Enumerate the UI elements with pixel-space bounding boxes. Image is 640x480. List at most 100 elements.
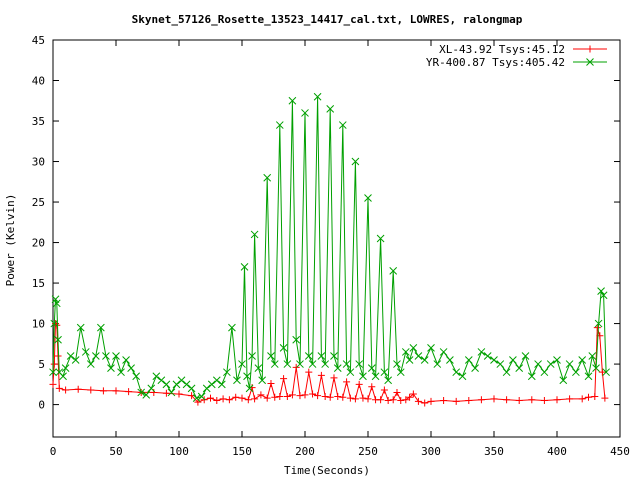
series-1-point-83 (401, 348, 410, 356)
series-0-point-40 (309, 390, 317, 398)
y-tick-label-3: 15 (32, 277, 45, 290)
series-0-point-15 (175, 390, 183, 398)
series-0-point-72 (490, 395, 498, 403)
series-1-point-54 (279, 344, 288, 352)
series-0-point-1 (50, 360, 58, 368)
y-axis-label: Power (Kelvin) (4, 194, 17, 287)
series-1-point-94 (464, 356, 473, 364)
series-0-point-7 (74, 385, 82, 393)
series-0-point-29 (263, 394, 271, 402)
series-1-point-64 (321, 360, 330, 368)
series-1-point-56 (288, 96, 297, 105)
chart-title: Skynet_57126_Rosette_13523_14417_cal.txt… (132, 13, 523, 26)
series-1-point-6 (59, 372, 67, 381)
series-1-point-87 (420, 356, 429, 364)
series-1-point-75 (367, 364, 376, 372)
x-tick-label-7: 350 (484, 445, 504, 458)
plot-frame (52, 39, 621, 438)
series-1-point-47 (250, 230, 259, 239)
series-1-point-12 (86, 360, 95, 368)
x-tick-label-6: 300 (421, 445, 441, 458)
y-tick-label-2: 10 (32, 318, 45, 331)
series-0-point-8 (87, 386, 95, 394)
series-1-point-65 (326, 105, 335, 113)
series-1-point-98 (490, 356, 498, 364)
series-0-point-42 (317, 371, 325, 379)
series-0-point-47 (339, 393, 347, 401)
series-1-point-113 (584, 372, 593, 381)
series-1-point-57 (292, 335, 301, 344)
series-0-point-54 (368, 383, 376, 391)
series-1-point-69 (342, 360, 351, 368)
series-0-point-44 (326, 393, 334, 401)
series-1-point-99 (496, 360, 505, 368)
series-0-point-69 (452, 397, 460, 405)
series-0-point-9 (99, 387, 107, 395)
y-tick-label-7: 35 (32, 115, 45, 128)
series-0-point-50 (351, 395, 359, 403)
series-0-point-24 (238, 394, 246, 402)
x-tick-label-0: 0 (50, 445, 57, 458)
series-1-point-86 (414, 352, 423, 360)
series-0-point-84 (598, 368, 606, 376)
series-1-point-115 (592, 364, 600, 372)
y-tick-label-5: 25 (32, 196, 45, 209)
series-1-point-17 (112, 352, 120, 360)
series-1-point-62 (313, 92, 322, 101)
series-1-point-18 (117, 368, 125, 377)
series-1-point-90 (439, 348, 448, 356)
series-0-point-45 (330, 374, 338, 382)
series-1-point-114 (588, 352, 597, 360)
series-1-point-81 (393, 360, 401, 368)
series-0-point-43 (321, 392, 329, 400)
series-1-point-15 (102, 352, 110, 360)
series-0-point-57 (380, 386, 388, 394)
series-0-point-79 (578, 395, 586, 403)
series-0-point-80 (585, 393, 592, 401)
series-1-point-40 (228, 323, 236, 332)
series-1-point-27 (162, 380, 171, 389)
series-1-point-108 (553, 356, 561, 364)
series-1-point-105 (534, 360, 542, 368)
series-0-point-41 (314, 392, 322, 400)
series-1-point-45 (245, 384, 254, 393)
series-1-point-4 (54, 335, 62, 344)
series-0-point-77 (553, 396, 561, 404)
series-1-point-36 (207, 380, 216, 389)
series-1-point-73 (359, 372, 367, 381)
series-0-point-60 (393, 388, 401, 396)
series-0-point-81 (591, 392, 599, 400)
series-1-point-85 (409, 344, 418, 352)
y-tick-label-9: 45 (32, 34, 45, 47)
series-1-point-109 (559, 376, 568, 385)
series-1-point-111 (572, 368, 580, 377)
series-1-point-101 (509, 356, 517, 364)
series-1-point-60 (304, 352, 313, 360)
series-0-point-6 (62, 386, 70, 394)
series-1-point-117 (597, 287, 605, 296)
series-1-point-50 (263, 173, 272, 182)
series-0-point-65 (414, 397, 422, 405)
series-0-point-85 (601, 394, 609, 402)
series-0-point-30 (267, 380, 275, 388)
series-0-point-22 (225, 396, 233, 404)
series-1-point-41 (233, 376, 241, 385)
series-1-point-48 (254, 364, 263, 372)
series-1-point-33 (192, 394, 201, 402)
series-1-point-43 (240, 263, 249, 271)
series-1-point-91 (446, 356, 454, 364)
x-tick-label-5: 250 (358, 445, 378, 458)
series-0-point-74 (515, 397, 523, 405)
series-0 (49, 320, 609, 407)
x-tick-label-8: 400 (547, 445, 567, 458)
series-1-point-13 (91, 352, 100, 360)
series-0-point-0 (49, 380, 57, 388)
series-0-point-39 (305, 368, 313, 376)
series-1-point-112 (578, 356, 587, 364)
series-1-point-28 (167, 388, 176, 397)
y-tick-label-4: 20 (32, 237, 45, 250)
series-1-point-84 (405, 356, 414, 364)
series-1-point-100 (502, 368, 511, 377)
series-0-point-28 (257, 391, 265, 399)
